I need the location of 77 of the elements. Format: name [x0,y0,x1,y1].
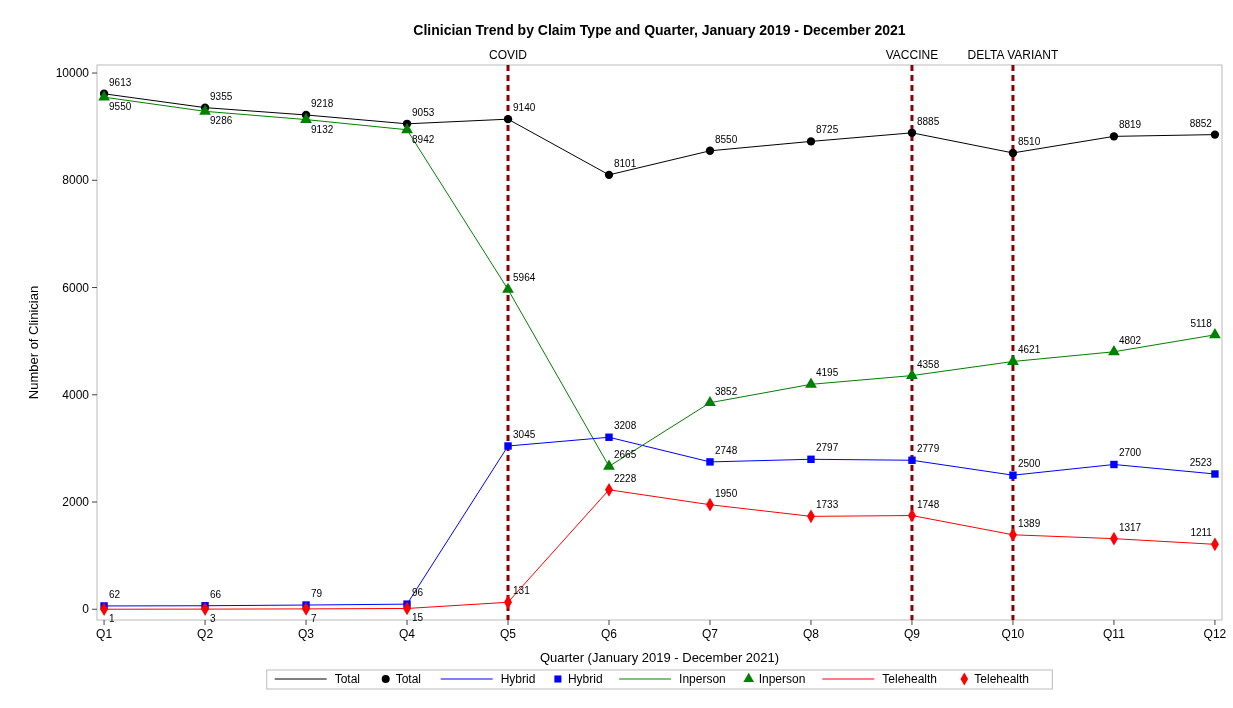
x-tick-label: Q12 [1203,627,1227,641]
y-axis-title: Number of Clinician [26,285,41,400]
text: Inperson [758,672,806,686]
data-label: 2797 [815,442,839,454]
data-label: 2523 [1189,456,1213,468]
data-label: 1389 [1017,517,1041,529]
data-label: 2779 [916,443,940,455]
x-tick-label: Q4 [399,627,416,641]
x-tick-label: Q3 [298,627,315,641]
data-label: 8101 [614,157,637,169]
data-label: 7 [311,612,318,624]
legend-label: Total [334,672,361,686]
data-label: 62 [109,588,121,600]
x-tick-label: Q6 [601,627,618,641]
y-tick-label: 6000 [62,280,90,295]
y-tick-label: 4000 [62,387,90,402]
data-label: 9140 [513,102,536,114]
data-label: 1211 [1190,527,1213,539]
y-tick-label: 8000 [62,173,90,188]
x-tick-label: Q9 [903,627,921,641]
x-tick-label: Q8 [802,627,820,641]
data-label: 4802 [1118,334,1142,346]
data-label: 8852 [1189,117,1213,129]
data-label: 9613 [109,76,132,88]
data-label: 9132 [311,123,334,135]
data-label: 9550 [109,101,132,113]
data-label: 8885 [916,115,940,127]
x-tick-label: Q10 [1001,627,1025,641]
y-tick-label: 10000 [55,66,90,81]
ref-line-label: DELTA VARIANT [967,48,1059,62]
data-label: 5964 [513,272,536,284]
text: Telehealth [974,672,1030,686]
data-label: 4195 [815,367,839,379]
data-label: 8550 [714,133,738,145]
data-label: 4358 [916,358,940,370]
text: Total [395,672,422,686]
data-label: 3852 [714,385,738,397]
data-label: 4621 [1017,344,1041,356]
data-label: 9218 [311,97,334,109]
legend-label: Telehealth [882,672,938,686]
data-label: 8942 [412,133,435,145]
x-axis-title: Quarter (January 2019 - December 2021) [539,650,780,665]
x-tick-label: Q7 [701,627,719,641]
data-label: 9355 [210,90,233,102]
data-label: 3 [210,613,217,625]
text: Hybrid [567,672,603,686]
data-label: 8819 [1118,119,1142,131]
data-label: 1950 [714,487,738,499]
data-label: 8725 [815,124,839,136]
data-label: 15 [412,612,424,624]
data-label: 66 [210,588,222,600]
data-label: 3208 [614,420,637,432]
data-label: 1 [109,613,116,625]
legend-label: Inperson [679,672,726,686]
x-tick-label: Q11 [1103,627,1126,641]
data-label: 2700 [1118,447,1142,459]
x-tick-label: Q2 [197,627,214,641]
data-label: 9053 [412,106,435,118]
chart-title: Clinician Trend by Claim Type and Quarter, January 2019 - December 2021 [413,22,906,38]
data-label: 79 [311,588,323,600]
x-tick-label: Q1 [96,627,113,641]
ref-line-label: COVID [489,48,528,62]
data-label: 2500 [1017,458,1041,470]
y-tick-label: 0 [82,602,90,617]
data-label: 2228 [614,472,637,484]
data-label: 3045 [513,428,536,440]
data-label: 1733 [815,499,839,511]
data-label: 2748 [714,444,738,456]
ref-line-label: VACCINE [885,48,939,62]
data-label: 5118 [1190,317,1213,329]
data-label: 9286 [210,115,233,127]
x-tick-label: Q5 [500,627,517,641]
data-label: 8510 [1017,135,1041,147]
data-label: 1748 [916,498,940,510]
legend-label: Hybrid [500,672,536,686]
y-tick-label: 2000 [62,495,90,510]
data-label: 1317 [1118,521,1142,533]
